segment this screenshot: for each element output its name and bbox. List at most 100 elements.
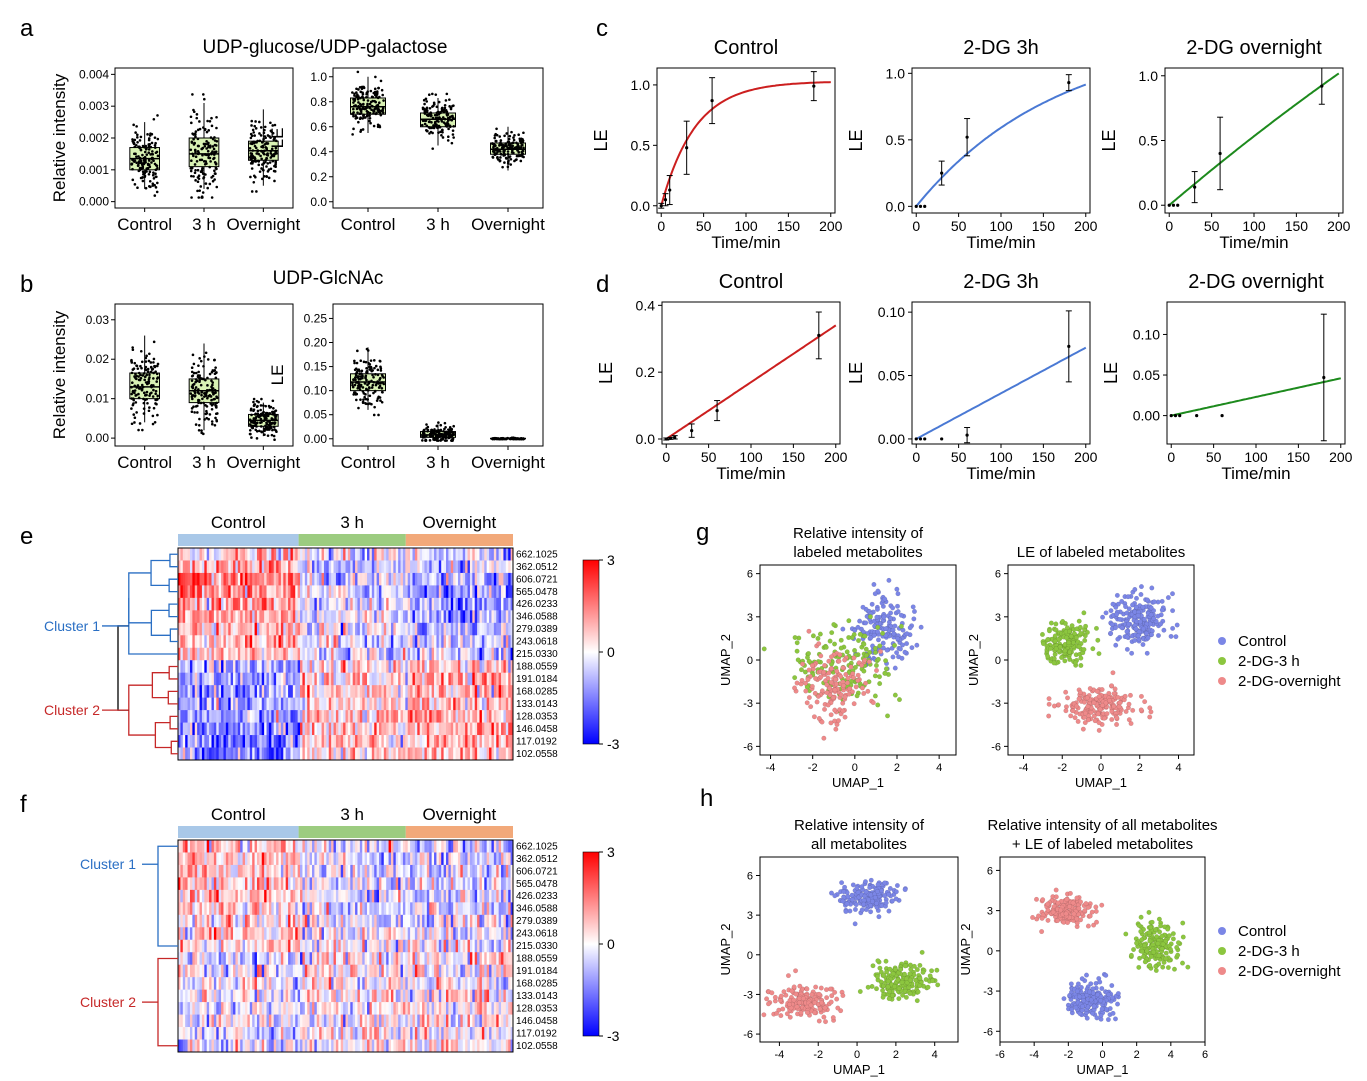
heatmap-cell	[419, 635, 423, 649]
heatmap-cell	[225, 735, 229, 748]
heatmap-cell	[221, 710, 224, 723]
heatmap-cell	[280, 672, 284, 686]
data-point	[506, 165, 510, 169]
x-tick-label: Overnight	[471, 215, 545, 234]
heatmap-cell	[503, 548, 507, 561]
data-point	[147, 151, 151, 154]
heatmap-cell	[426, 747, 430, 761]
data-point	[252, 417, 256, 420]
heatmap-cell	[276, 560, 279, 574]
heatmap-cell	[369, 710, 373, 723]
heatmap-cell	[283, 672, 287, 686]
heatmap-cell	[498, 747, 502, 761]
data-point	[149, 370, 153, 374]
heatmap-cell	[498, 852, 502, 866]
heatmap-cell	[292, 852, 296, 866]
x-axis-label: Time/min	[711, 233, 780, 252]
heatmap-cell	[371, 622, 375, 636]
heatmap-cell	[498, 697, 502, 711]
data-point	[251, 426, 255, 429]
heatmap-cell	[216, 685, 220, 698]
heatmap-cell	[350, 852, 354, 866]
heatmap-cell	[369, 852, 373, 866]
heatmap-cell	[436, 722, 440, 736]
heatmap-cell	[467, 560, 471, 574]
data-point	[192, 137, 195, 141]
row-label: 215.0330	[516, 649, 558, 660]
heatmap-cell	[295, 610, 299, 624]
heatmap-cell	[254, 610, 258, 624]
data-point	[370, 379, 373, 383]
heatmap-cell	[505, 660, 509, 674]
heatmap-cell	[266, 697, 270, 711]
data-point	[271, 428, 274, 432]
heatmap-cell	[379, 660, 382, 674]
heatmap-cell	[312, 735, 315, 748]
heatmap-cell	[331, 840, 334, 853]
heatmap-cell	[209, 864, 212, 878]
heatmap-cell	[417, 622, 421, 636]
data-point	[1195, 414, 1199, 418]
heatmap-cell	[300, 647, 303, 661]
heatmap-cell	[355, 635, 358, 649]
heatmap-cell	[314, 585, 318, 599]
heatmap-cell	[347, 647, 351, 661]
heatmap-cell	[371, 647, 375, 661]
data-point	[271, 124, 274, 127]
heatmap-cell	[457, 572, 461, 586]
heatmap-cell	[503, 647, 507, 661]
heatmap-cell	[189, 610, 193, 624]
heatmap-cell	[503, 635, 507, 649]
heatmap-cell	[247, 660, 251, 674]
heatmap-cell	[469, 572, 473, 586]
heatmap-cell	[374, 610, 378, 624]
data-point	[137, 392, 140, 396]
data-point	[204, 351, 208, 355]
heatmap-cell	[199, 735, 203, 748]
heatmap-cell	[489, 697, 492, 711]
heatmap-cell	[362, 647, 366, 661]
heatmap-cell	[362, 852, 366, 866]
heatmap-cell	[249, 585, 253, 599]
heatmap-cell	[288, 672, 291, 686]
data-point	[441, 130, 444, 134]
data-point	[267, 176, 271, 180]
data-point	[258, 170, 262, 173]
heatmap-cell	[355, 710, 358, 723]
heatmap-cell	[335, 697, 339, 711]
heatmap-cell	[180, 585, 184, 599]
heatmap-cell	[240, 610, 244, 624]
heatmap-cell	[374, 572, 378, 586]
heatmap-cell	[335, 585, 339, 599]
heatmap-cell	[180, 672, 184, 686]
heatmap-cell	[187, 572, 191, 586]
heatmap-cell	[355, 585, 358, 599]
data-point	[133, 138, 137, 142]
y-tick-label: 0.00	[1133, 408, 1160, 424]
data-point	[139, 148, 143, 152]
heatmap-cell	[362, 840, 366, 853]
data-point	[197, 144, 200, 148]
data-point	[366, 102, 369, 106]
heatmap-cell	[448, 840, 452, 853]
heatmap-cell	[422, 622, 425, 636]
heatmap-cell	[414, 635, 418, 649]
heatmap-cell	[247, 864, 251, 878]
heatmap-cell	[472, 622, 476, 636]
heatmap-cell	[319, 864, 322, 878]
heatmap-cell	[503, 747, 507, 761]
heatmap-cell	[178, 685, 181, 698]
dendrogram-branch	[169, 628, 178, 643]
group-label: 3 h	[340, 805, 364, 824]
heatmap-cell	[386, 735, 389, 748]
heatmap-cell	[460, 647, 464, 661]
data-point	[266, 428, 270, 431]
heatmap-cell	[285, 864, 289, 878]
heatmap-cell	[290, 647, 294, 661]
chart-title: Control	[714, 37, 778, 59]
heatmap-cell	[398, 660, 401, 674]
data-point	[269, 167, 273, 171]
data-point	[211, 174, 215, 178]
heatmap-cell	[355, 672, 358, 686]
panel-letter-b: b	[20, 271, 33, 298]
